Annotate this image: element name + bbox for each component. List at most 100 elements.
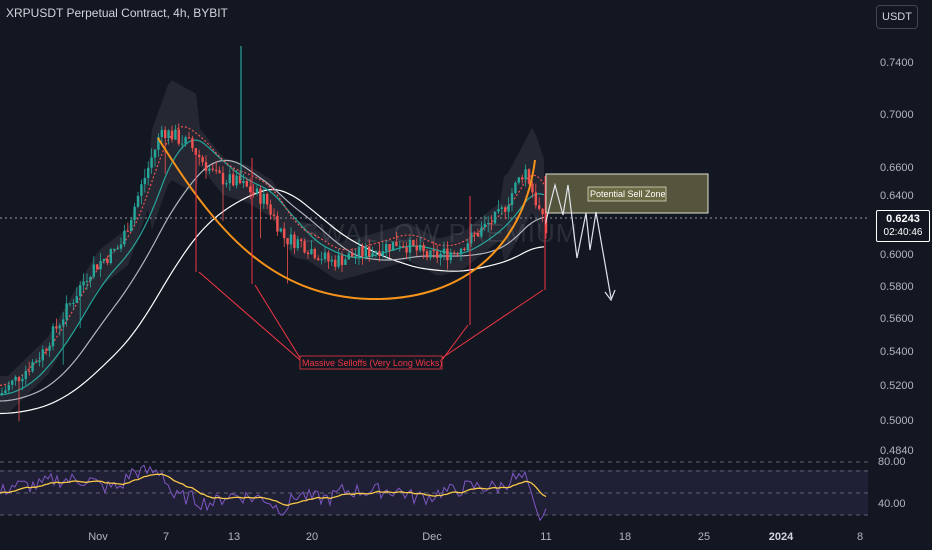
candle-body [198,154,201,158]
candle-body [38,360,41,362]
candle-body [208,168,211,171]
candle-body [442,248,446,254]
bollinger-band [0,80,544,414]
candle-body [534,192,537,206]
candle-body [75,296,78,303]
candle-body [109,249,112,264]
candle-body [147,167,150,178]
candle-body [191,138,194,149]
cup-curve [157,137,536,301]
candle-body [289,234,293,245]
candle-body [92,264,95,277]
candle-body [187,137,191,139]
candle-body [470,232,473,244]
price-tick: 0.5600 [880,313,914,325]
candle-body [368,246,371,257]
candle-body [446,248,449,261]
time-tick: 2024 [768,531,794,543]
rsi-tick: 40.00 [878,498,906,510]
candle-body [28,370,31,372]
candle-body [527,169,531,184]
candle-body [507,205,510,212]
candle-body [395,241,398,247]
candle-body [194,148,197,155]
candle-body [432,250,435,252]
candle-body [524,169,527,180]
price-tick: 0.7400 [880,57,914,69]
projection-path [544,182,612,299]
candle-body [514,182,517,194]
candle-body [170,130,174,140]
candle-body [55,326,58,329]
candle-body [344,259,347,265]
candle-body [538,205,541,209]
candle-body [225,183,228,185]
candle-body [269,204,272,215]
candle-body [425,251,429,258]
candle-body [45,349,48,351]
candle-body [65,303,68,320]
candle-body [215,169,218,171]
selloffs-label: Massive Selloffs (Very Long Wicks) [302,358,442,368]
candle-body [500,207,503,209]
candle-body [541,208,544,215]
candle-body [405,247,408,253]
candle-body [497,208,500,212]
candle-body [459,248,463,255]
candle-body [150,157,153,168]
candle-body [323,252,327,260]
candle-body [385,243,388,252]
price-axis[interactable]: 0.7400 0.7000 0.6600 0.6400 0.6000 0.580… [868,0,932,550]
candle-body [300,239,303,242]
time-tick: 25 [697,531,711,543]
sell-zone-label: Potential Sell Zone [590,189,666,199]
chart-title: XRPUSDT Perpetual Contract, 4h, BYBIT [6,6,228,20]
candle-body [483,223,486,228]
candle-body [119,244,123,249]
candle-body [504,207,507,212]
candle-body [456,253,459,255]
candle-body [89,276,92,281]
candle-body [21,378,24,382]
price-tick: 0.6600 [880,162,914,174]
candle-body [262,193,265,204]
price-tick: 0.6400 [880,190,914,202]
candle-body [283,228,286,239]
candle-body [476,233,480,237]
last-price: 0.6243 [886,213,920,225]
candle-body [303,241,306,253]
candle-body [174,129,177,140]
candle-body [123,230,126,245]
candle-body [439,253,442,258]
candle-body [381,251,384,256]
candle-body [402,246,405,248]
candle-body [242,180,245,184]
candle-body [228,174,231,184]
main-chart[interactable]: SWALLOW PREMIUM Potential Sell Zone Mass… [0,0,868,527]
candle-body [157,136,160,150]
candle-body [249,186,252,193]
candle-body [82,281,85,286]
candle-body [510,193,514,206]
currency-button[interactable]: USDT [876,5,918,29]
candle-body [58,325,61,329]
selloff-markers [195,152,546,361]
candle-body [41,349,44,361]
candle-body [79,285,82,297]
candle-body [184,137,187,144]
candle-body [480,227,483,237]
candle-body [453,252,456,254]
rsi-ma-line [0,473,547,506]
price-tick: 0.5800 [880,281,914,293]
candle-body [106,259,109,264]
time-axis[interactable]: Nov 7 13 20 Dec 11 18 25 2024 8 [0,527,868,550]
candle-body [266,193,269,205]
candle-body [351,253,354,257]
candle-body [272,214,276,216]
candle-body [126,230,129,232]
candle-body [391,241,395,251]
candle-body [436,251,439,258]
candle-body [466,243,469,251]
candle-body [51,326,55,347]
ma-red [0,125,545,387]
